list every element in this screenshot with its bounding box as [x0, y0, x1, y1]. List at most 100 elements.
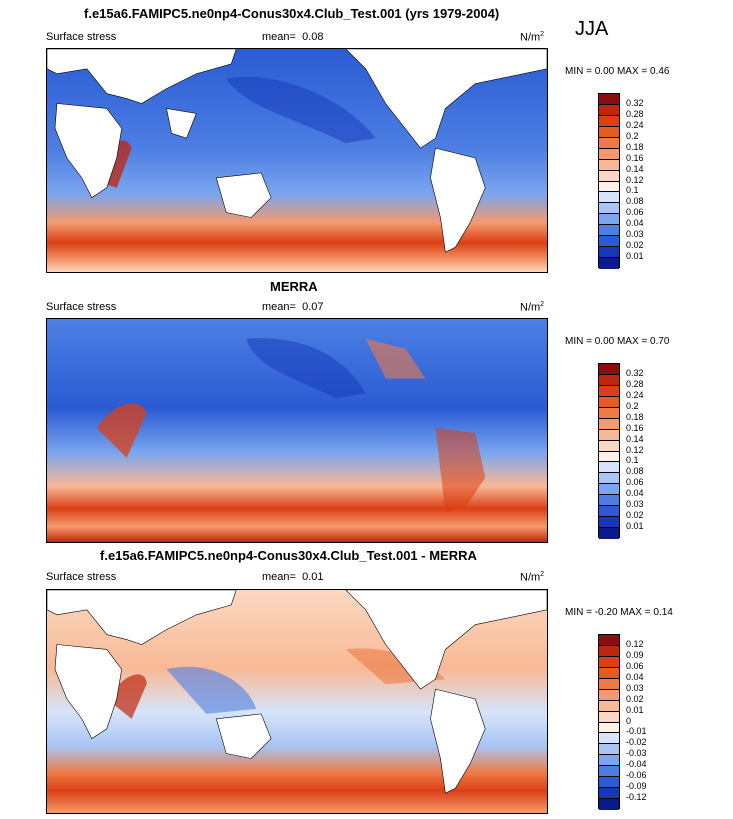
colorbar-box: [599, 203, 619, 215]
colorbar-box: [599, 495, 619, 507]
colorbar-tick-label: 0.2: [626, 400, 639, 411]
panel-2-mean: mean= 0.07: [262, 301, 324, 313]
colorbar-tick-label: 0.32: [626, 97, 644, 108]
colorbar-tick-label: -0.06: [626, 770, 647, 781]
colorbar-box: [599, 635, 619, 646]
colorbar-box: [599, 744, 619, 756]
panel-2-title: MERRA: [270, 279, 318, 294]
panel-3-mean: mean= 0.01: [262, 571, 324, 583]
colorbar-box: [599, 733, 619, 745]
panel-3-units: N/m2: [520, 571, 545, 584]
colorbar-tick-label: -0.04: [626, 759, 647, 770]
panel-1-variable: Surface stress: [46, 31, 117, 43]
colorbar-box: [599, 506, 619, 518]
colorbar-box: [599, 137, 619, 149]
colorbar-tick-label: -0.12: [626, 792, 647, 803]
colorbar-box: [599, 440, 619, 452]
colorbar-box: [599, 181, 619, 193]
colorbar-box: [599, 148, 619, 160]
colorbar-box: [599, 247, 619, 259]
colorbar-tick-label: 0.2: [626, 130, 639, 141]
colorbar-tick-label: 0.02: [626, 510, 644, 521]
colorbar-tick-label: 0.12: [626, 444, 644, 455]
panel-2-variable: Surface stress: [46, 301, 117, 313]
panel-2-map: [46, 318, 548, 543]
colorbar-tick-label: 0.28: [626, 108, 644, 119]
colorbar-box: [599, 192, 619, 204]
colorbar-box: [599, 528, 619, 539]
colorbar-tick-label: 0.24: [626, 389, 644, 400]
colorbar-box: [599, 407, 619, 419]
colorbar-tick-label: -0.01: [626, 726, 647, 737]
panel-1-title: f.e15a6.FAMIPC5.ne0np4-Conus30x4.Club_Te…: [84, 6, 500, 21]
colorbar-box: [599, 396, 619, 408]
colorbar-tick-label: 0.03: [626, 499, 644, 510]
colorbar-box: [599, 170, 619, 182]
colorbar-box: [599, 766, 619, 778]
colorbar-box: [599, 700, 619, 712]
colorbar-tick-label: 0.09: [626, 649, 644, 660]
colorbar-tick-label: 0.12: [626, 174, 644, 185]
colorbar-tick-label: -0.03: [626, 748, 647, 759]
colorbar-tick-label: 0.32: [626, 367, 644, 378]
colorbar-box: [599, 418, 619, 430]
colorbar-tick-label: 0.01: [626, 704, 644, 715]
colorbar-box: [599, 126, 619, 138]
panel-2-units: N/m2: [520, 301, 545, 314]
panel-3-minmax: MIN = -0.20 MAX = 0.14: [565, 607, 673, 618]
panel-1-minmax: MIN = 0.00 MAX = 0.46: [565, 66, 670, 77]
panel-1-mean-value: 0.08: [302, 31, 324, 43]
panel-2-mean-value: 0.07: [302, 301, 324, 313]
colorbar-box: [599, 94, 619, 105]
colorbar-box: [599, 722, 619, 734]
colorbar-tick-label: 0.06: [626, 207, 644, 218]
panel-1-units: N/m2: [520, 31, 545, 44]
colorbar-box: [599, 484, 619, 496]
colorbar-box: [599, 689, 619, 701]
colorbar-box: [599, 656, 619, 668]
colorbar-box: [599, 115, 619, 127]
colorbar-tick-label: 0.12: [626, 638, 644, 649]
panel-1-map: [46, 48, 548, 273]
colorbar-tick-label: 0.14: [626, 433, 644, 444]
colorbar-box: [599, 236, 619, 248]
colorbar-tick-label: 0.06: [626, 477, 644, 488]
colorbar-tick-label: 0.18: [626, 141, 644, 152]
colorbar-tick-label: 0.14: [626, 163, 644, 174]
panel-2-minmax: MIN = 0.00 MAX = 0.70: [565, 336, 670, 347]
colorbar-tick-label: 0.06: [626, 660, 644, 671]
colorbar-box: [599, 225, 619, 237]
panel-1-mean: mean= 0.08: [262, 31, 324, 43]
colorbar-box: [599, 385, 619, 397]
colorbar-tick-label: 0.08: [626, 466, 644, 477]
season-label: JJA: [575, 18, 609, 40]
colorbar-box: [599, 678, 619, 690]
panel-2-colorbar: [598, 363, 620, 539]
panel-3-map: [46, 589, 548, 814]
colorbar-tick-label: 0.28: [626, 378, 644, 389]
colorbar-box: [599, 462, 619, 474]
colorbar-tick-label: 0.16: [626, 152, 644, 163]
colorbar-box: [599, 374, 619, 386]
colorbar-box: [599, 429, 619, 441]
colorbar-tick-label: 0.03: [626, 682, 644, 693]
colorbar-tick-label: 0.08: [626, 196, 644, 207]
colorbar-tick-label: 0.16: [626, 422, 644, 433]
colorbar-box: [599, 799, 619, 810]
colorbar-box: [599, 258, 619, 269]
colorbar-tick-label: 0.18: [626, 411, 644, 422]
colorbar-tick-label: 0.1: [626, 455, 639, 466]
colorbar-box: [599, 517, 619, 529]
colorbar-tick-label: 0: [626, 715, 632, 726]
panel-1-colorbar: [598, 93, 620, 269]
colorbar-tick-label: 0.01: [626, 251, 644, 262]
colorbar-box: [599, 788, 619, 800]
colorbar-tick-label: 0.02: [626, 693, 644, 704]
colorbar-tick-label: -0.09: [626, 781, 647, 792]
colorbar-box: [599, 777, 619, 789]
panel-3-mean-value: 0.01: [302, 571, 324, 583]
colorbar-tick-label: -0.02: [626, 737, 647, 748]
colorbar-box: [599, 755, 619, 767]
panel-3-title: f.e15a6.FAMIPC5.ne0np4-Conus30x4.Club_Te…: [100, 548, 477, 563]
colorbar-tick-label: 0.04: [626, 488, 644, 499]
